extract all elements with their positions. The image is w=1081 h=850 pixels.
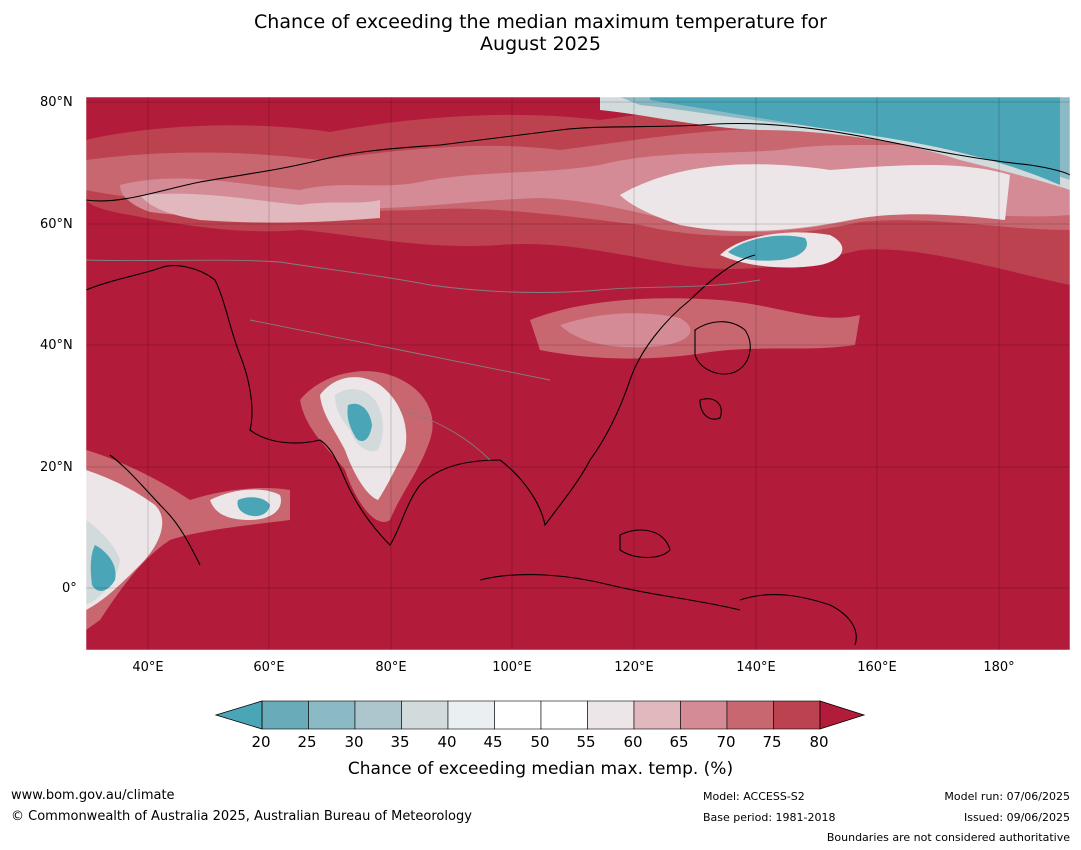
lon-label-120e: 120°E	[614, 660, 654, 675]
lat-label-80n: 80°N	[40, 95, 73, 110]
colorbar-tick-80: 80	[809, 733, 829, 751]
footer-model: Model: ACCESS-S2	[703, 790, 805, 803]
colorbar-label: Chance of exceeding median max. temp. (%…	[347, 759, 734, 779]
colorbar-cell	[447, 700, 495, 730]
lon-label-140e: 140°E	[736, 660, 776, 675]
colorbar-tick-45: 45	[483, 733, 503, 751]
lon-label-160e: 160°E	[857, 660, 897, 675]
colorbar-cell	[633, 700, 681, 730]
lat-label-0: 0°	[62, 581, 77, 596]
region-horn-20	[90, 545, 116, 592]
colorbar-cell	[308, 700, 356, 730]
footer-website: www.bom.gov.au/climate	[11, 788, 175, 803]
lon-label-100e: 100°E	[492, 660, 532, 675]
colorbar-tick-30: 30	[344, 733, 364, 751]
map-title-line2: August 2025	[480, 33, 601, 55]
region-arabian-sea-20	[237, 497, 270, 517]
country-borders	[86, 259, 761, 461]
lon-label-60e: 60°E	[253, 660, 285, 675]
colorbar-tick-50: 50	[530, 733, 550, 751]
colorbar-tick-25: 25	[297, 733, 317, 751]
coastlines	[86, 122, 1070, 646]
map-title-line1: Chance of exceeding the median maximum t…	[254, 11, 827, 33]
colorbar-tick-60: 60	[623, 733, 643, 751]
colorbar-high-extension	[819, 700, 866, 730]
colorbar-tick-20: 20	[251, 733, 271, 751]
lat-label-20n: 20°N	[40, 460, 73, 475]
lat-label-60n: 60°N	[40, 217, 73, 232]
region-okhotsk-20	[728, 235, 808, 261]
region-pakistan-20	[347, 403, 372, 442]
colorbar-cell	[587, 700, 635, 730]
lon-label-80e: 80°E	[375, 660, 407, 675]
colorbar-tick-70: 70	[716, 733, 736, 751]
colorbar-tick-35: 35	[390, 733, 410, 751]
colorbar-tick-75: 75	[762, 733, 782, 751]
lon-label-180: 180°	[983, 660, 1015, 675]
footer-disclaimer: Boundaries are not considered authoritat…	[826, 831, 1070, 844]
lon-label-40e: 40°E	[132, 660, 164, 675]
colorbar-cell	[773, 700, 821, 730]
region-east-siberia-55	[620, 164, 1010, 232]
footer-model-run: Model run: 07/06/2025	[944, 790, 1070, 803]
graticule	[86, 97, 1070, 650]
colorbar-cell	[726, 700, 774, 730]
region-arctic-top-20	[650, 97, 1060, 185]
colorbar-cell	[494, 700, 542, 730]
colorbar-tick-40: 40	[437, 733, 457, 751]
region-siberia-60	[140, 193, 380, 223]
colorbar-tick-65: 65	[669, 733, 689, 751]
footer-copyright: © Commonwealth of Australia 2025, Austra…	[11, 809, 472, 824]
colorbar-tick-55: 55	[576, 733, 596, 751]
footer-issued: Issued: 09/06/2025	[963, 811, 1070, 824]
colorbar-cell	[354, 700, 402, 730]
colorbar-cell	[680, 700, 728, 730]
colorbar-cell	[540, 700, 588, 730]
colorbar-cell	[261, 700, 309, 730]
footer-base-period: Base period: 1981-2018	[703, 811, 836, 824]
colorbar-low-extension	[214, 700, 263, 730]
colorbar-cell	[401, 700, 449, 730]
region-mongolia-65	[560, 313, 691, 348]
lat-label-40n: 40°N	[40, 338, 73, 353]
